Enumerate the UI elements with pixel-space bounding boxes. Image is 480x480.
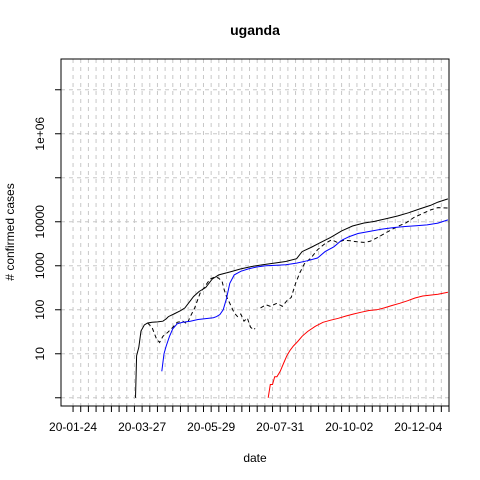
chart-title: uganda (230, 22, 280, 38)
y-axis: 10 100 1000 10000 1e+06 (33, 89, 61, 399)
x-tick-label: 20-10-02 (325, 420, 373, 434)
y-tick-label: 100 (33, 299, 47, 319)
series-layer (135, 198, 449, 398)
series-line-3 (161, 219, 449, 372)
y-tick-label: 1e+06 (33, 117, 47, 151)
grid (61, 59, 450, 406)
x-tick-label: 20-03-27 (118, 420, 166, 434)
y-axis-label: # confirmed cases (3, 183, 17, 280)
plot-frame (60, 58, 450, 407)
y-tick-label: 10 (33, 347, 47, 361)
x-tick-label: 20-01-24 (49, 420, 97, 434)
series-line-1 (135, 198, 449, 398)
x-tick-label: 20-05-29 (187, 420, 235, 434)
series-line-4 (267, 291, 448, 398)
y-tick-label: 1000 (33, 252, 47, 279)
x-axis: 20-01-24 20-03-27 20-05-29 20-07-31 20-10-02… (49, 406, 450, 434)
y-tick-label: 10000 (33, 205, 47, 239)
x-tick-label: 20-12-04 (394, 420, 442, 434)
x-axis-label: date (243, 451, 267, 465)
x-tick-label: 20-07-31 (256, 420, 304, 434)
